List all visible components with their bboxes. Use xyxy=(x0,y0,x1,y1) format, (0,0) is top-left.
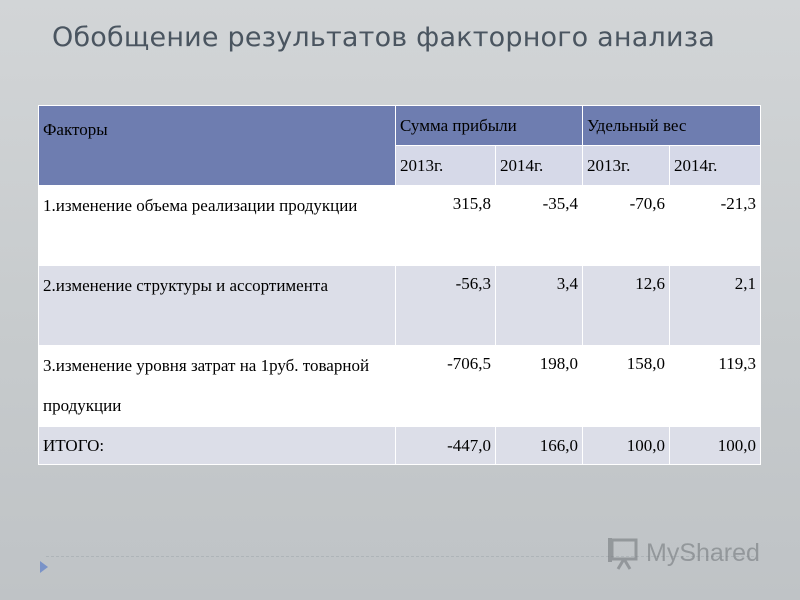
slide-title: Обобщение результатов факторного анализа xyxy=(52,22,716,53)
cell-value: 100,0 xyxy=(582,426,671,465)
cell-value: -56,3 xyxy=(395,265,496,346)
table-row: 1.изменение объема реализации продукции … xyxy=(38,185,762,266)
total-row: ИТОГО: -447,0 166,0 100,0 100,0 xyxy=(38,426,762,465)
presentation-board-icon xyxy=(608,538,638,570)
header-year-weight-2013: 2013г. xyxy=(582,145,671,186)
row-label: 2.изменение структуры и ассортимента xyxy=(38,265,396,346)
cell-value: 3,4 xyxy=(494,265,584,346)
table-header-row: Факторы Сумма прибыли Удельный вес xyxy=(38,105,762,186)
cell-value: 12,6 xyxy=(582,265,671,346)
header-weight: Удельный вес xyxy=(582,105,762,146)
cell-value: -21,3 xyxy=(669,185,762,266)
row-label: 3.изменение уровня затрат на 1руб. товар… xyxy=(38,345,396,427)
cell-value: 198,0 xyxy=(494,345,584,427)
cell-value: -35,4 xyxy=(494,185,584,266)
watermark-logo: MyShared xyxy=(606,536,760,570)
cell-value: -70,6 xyxy=(582,185,671,266)
cell-value: -706,5 xyxy=(395,345,496,427)
cell-value: 119,3 xyxy=(669,345,762,427)
header-year-weight-2014: 2014г. xyxy=(669,145,762,186)
row-label: 1.изменение объема реализации продукции xyxy=(38,185,396,266)
table-row: 2.изменение структуры и ассортимента -56… xyxy=(38,265,762,346)
header-year-profit-2014: 2014г. xyxy=(494,145,584,186)
row-label: ИТОГО: xyxy=(38,426,396,465)
cell-value: 158,0 xyxy=(582,345,671,427)
cell-value: 2,1 xyxy=(669,265,762,346)
header-factors: Факторы xyxy=(38,105,396,186)
cell-value: 166,0 xyxy=(494,426,584,465)
watermark-text: MyShared xyxy=(646,538,760,567)
slide-nav-arrow-icon[interactable] xyxy=(40,561,48,573)
footer-divider xyxy=(46,556,754,557)
table-row: 3.изменение уровня затрат на 1руб. товар… xyxy=(38,345,762,427)
cell-value: -447,0 xyxy=(395,426,496,465)
header-profit: Сумма прибыли xyxy=(394,105,584,146)
factor-analysis-table: Факторы Сумма прибыли Удельный вес 2013г… xyxy=(38,105,762,465)
header-year-profit-2013: 2013г. xyxy=(395,145,496,186)
table-subheader-row: 2013г. 2014г. 2013г. 2014г. xyxy=(39,145,762,186)
cell-value: 100,0 xyxy=(669,426,762,465)
cell-value: 315,8 xyxy=(395,185,496,266)
